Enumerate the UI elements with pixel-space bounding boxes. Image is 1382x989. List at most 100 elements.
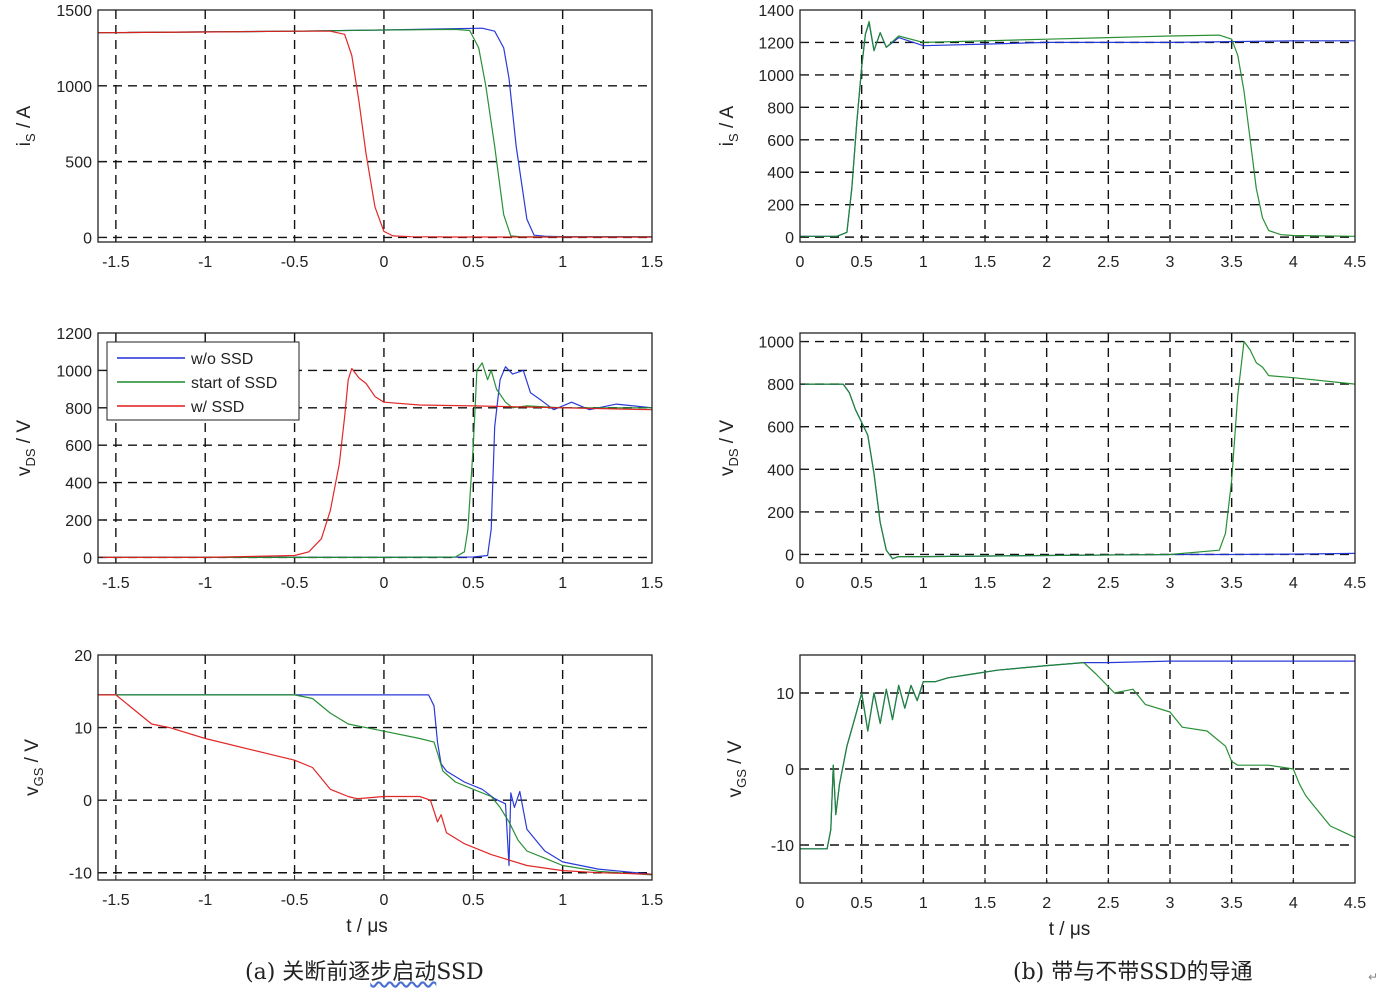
y-tick-label: 0 xyxy=(83,550,92,567)
x-tick-label: 0.5 xyxy=(851,254,873,271)
x-tick-label: 4.5 xyxy=(1344,575,1366,592)
x-tick-label: 3 xyxy=(1166,254,1175,271)
x-tick-label: 0.5 xyxy=(462,892,484,909)
x-tick-label: 0 xyxy=(379,254,388,271)
y-tick-label: -10 xyxy=(771,838,794,855)
y-tick-label: 200 xyxy=(767,198,794,215)
series-line-start-of-ssd xyxy=(800,661,1356,850)
y-tick-label: 1000 xyxy=(56,363,92,380)
x-tick-label: 2 xyxy=(1042,895,1051,912)
series-line-w-o-ssd xyxy=(98,694,653,875)
x-tick-label: -1 xyxy=(198,575,212,592)
series-line-start-of-ssd xyxy=(800,340,1356,560)
y-axis-label: vGS / V xyxy=(22,739,46,796)
x-tick-label: 0 xyxy=(796,895,805,912)
x-tick-label: 0.5 xyxy=(462,254,484,271)
chart-b1: 0 0.5 1 1.5 2 2.5 3 3.5 4 4.5 0 200 400 600 800 1000 120… xyxy=(717,3,1366,271)
y-tick-label: 200 xyxy=(65,513,92,530)
x-tick-label: 2.5 xyxy=(1097,575,1119,592)
chart-a3: -1.5 -1 -0.5 0 0.5 1 1.5 -10 0 10 20 vGS / V t / μs xyxy=(22,648,663,937)
y-tick-label: 400 xyxy=(767,462,794,479)
x-tick-label: 0.5 xyxy=(851,895,873,912)
plot-frame xyxy=(799,332,1356,564)
y-tick-label: 400 xyxy=(65,476,92,493)
x-tick-label: 3.5 xyxy=(1221,254,1243,271)
x-tick-label: -1 xyxy=(198,254,212,271)
y-tick-label: 0 xyxy=(785,230,794,247)
x-tick-label: -1.5 xyxy=(102,575,130,592)
y-tick-label: 0 xyxy=(83,793,92,810)
x-tick-label: 3 xyxy=(1166,575,1175,592)
chart-a2: -1.5 -1 -0.5 0 0.5 1 1.5 0 200 400 600 800 1000 1200 v… xyxy=(14,326,663,592)
x-tick-label: 1.5 xyxy=(974,254,996,271)
x-tick-label: 1 xyxy=(919,575,928,592)
y-tick-label: 600 xyxy=(767,133,794,150)
x-tick-label: 2 xyxy=(1042,254,1051,271)
x-tick-label: 1.5 xyxy=(974,575,996,592)
series-line-w-o-ssd xyxy=(800,383,1356,560)
legend: w/o SSD start of SSD w/ SSD xyxy=(106,341,300,421)
y-tick-label: 1000 xyxy=(758,68,794,85)
chart-a1: -1.5 -1 -0.5 0 0.5 1 1.5 0 500 1000 1500 iS / A xyxy=(14,3,663,271)
caption-a-suffix: SSD xyxy=(436,960,484,985)
x-tick-label: 1 xyxy=(558,575,567,592)
y-tick-label: 1000 xyxy=(56,79,92,96)
x-axis-label: t / μs xyxy=(346,916,388,937)
caption-b: (b) 带与不带SSD的导通 xyxy=(1013,960,1253,985)
caption-a-prefix: (a) 关断前逐 xyxy=(245,960,371,985)
x-tick-label: 1.5 xyxy=(641,575,663,592)
y-tick-label: 600 xyxy=(767,420,794,437)
x-tick-label: 0.5 xyxy=(462,575,484,592)
series-line-w-o-ssd xyxy=(800,660,1355,850)
plot-frame xyxy=(97,332,653,564)
x-tick-label: 0.5 xyxy=(851,575,873,592)
y-tick-label: 1000 xyxy=(758,335,794,352)
x-tick-label: -1.5 xyxy=(102,892,130,909)
caption-a-underlined: 步启动 xyxy=(370,960,437,985)
y-tick-label: 400 xyxy=(767,165,794,182)
x-tick-label: 1.5 xyxy=(641,254,663,271)
x-tick-label: 2 xyxy=(1042,575,1051,592)
y-axis-label: vGS / V xyxy=(725,740,749,797)
x-axis-label: t / μs xyxy=(1049,919,1091,940)
x-tick-label: 0 xyxy=(379,892,388,909)
series-line-w-ssd xyxy=(98,694,653,875)
y-tick-label: 1400 xyxy=(758,3,794,20)
x-tick-label: 4 xyxy=(1289,575,1298,592)
x-tick-label: 0 xyxy=(796,254,805,271)
legend-label: w/o SSD xyxy=(190,351,253,368)
x-tick-label: 2.5 xyxy=(1097,895,1119,912)
y-tick-label: 500 xyxy=(65,155,92,172)
x-tick-label: 4.5 xyxy=(1344,254,1366,271)
y-tick-label: 0 xyxy=(785,547,794,564)
series-line-start-of-ssd xyxy=(800,20,1356,237)
x-tick-label: -0.5 xyxy=(281,254,309,271)
legend-label: w/ SSD xyxy=(190,399,244,416)
x-tick-label: 2.5 xyxy=(1097,254,1119,271)
x-tick-label: 1.5 xyxy=(641,892,663,909)
y-tick-label: 800 xyxy=(65,401,92,418)
y-tick-label: 0 xyxy=(83,230,92,247)
x-tick-label: 0 xyxy=(379,575,388,592)
y-tick-label: 0 xyxy=(785,762,794,779)
x-tick-label: 3.5 xyxy=(1221,895,1243,912)
y-tick-label: -10 xyxy=(69,866,92,883)
y-axis-label: iS / A xyxy=(14,105,38,146)
x-tick-label: 1 xyxy=(558,892,567,909)
x-tick-label: -0.5 xyxy=(281,892,309,909)
y-tick-label: 800 xyxy=(767,377,794,394)
series-line-w-o-ssd xyxy=(98,366,653,559)
y-tick-label: 10 xyxy=(776,686,794,703)
legend-box xyxy=(106,341,300,421)
y-tick-label: 1200 xyxy=(758,35,794,52)
y-axis-label: vDS / V xyxy=(717,420,741,476)
y-tick-label: 200 xyxy=(767,505,794,522)
y-tick-label: 1500 xyxy=(56,3,92,20)
plot-frame xyxy=(799,9,1356,243)
x-tick-label: -1.5 xyxy=(102,254,130,271)
y-tick-label: 20 xyxy=(74,648,92,665)
chart-b3: 0 0.5 1 1.5 2 2.5 3 3.5 4 4.5 -10 0 10 vGS / V t / μs xyxy=(725,654,1366,940)
x-tick-label: 3.5 xyxy=(1221,575,1243,592)
y-axis-label: vDS / V xyxy=(14,420,38,476)
